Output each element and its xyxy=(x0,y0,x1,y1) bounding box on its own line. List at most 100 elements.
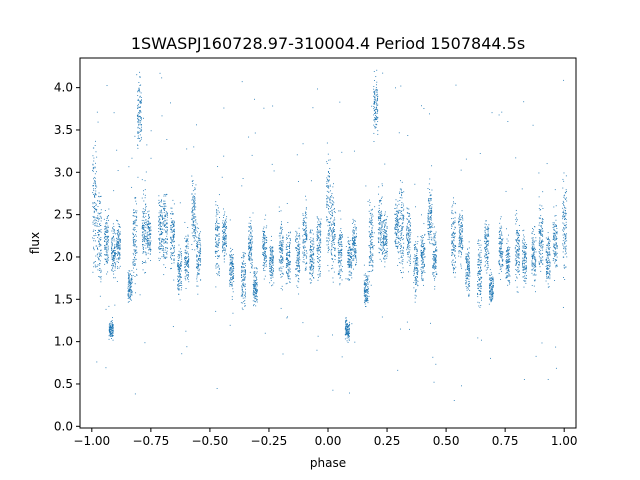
data-point xyxy=(192,223,194,225)
data-point xyxy=(143,233,145,235)
data-point xyxy=(281,258,283,260)
data-point xyxy=(164,214,166,216)
data-point xyxy=(165,230,167,232)
data-point xyxy=(352,248,353,250)
data-point xyxy=(105,234,106,236)
data-point xyxy=(165,216,167,217)
data-point xyxy=(306,226,307,228)
data-point xyxy=(369,258,371,260)
data-point xyxy=(350,252,352,254)
data-point xyxy=(223,255,225,257)
data-point xyxy=(368,262,370,264)
data-point xyxy=(263,259,265,260)
data-point xyxy=(250,247,252,248)
data-point xyxy=(316,248,318,250)
data-point xyxy=(221,176,223,178)
data-point xyxy=(143,261,145,263)
data-point xyxy=(347,254,349,256)
data-point xyxy=(242,260,244,262)
data-point xyxy=(280,263,282,265)
data-point xyxy=(172,213,173,215)
data-point xyxy=(177,265,179,267)
data-point xyxy=(316,237,318,239)
data-point xyxy=(378,247,380,249)
data-point xyxy=(331,229,333,231)
data-point xyxy=(386,227,388,229)
data-point xyxy=(111,330,112,332)
data-point xyxy=(173,247,175,248)
data-point xyxy=(370,241,372,243)
data-point xyxy=(302,261,304,263)
data-point xyxy=(352,241,354,243)
data-point xyxy=(374,94,376,96)
data-point xyxy=(94,209,96,211)
data-point xyxy=(244,285,246,287)
data-point xyxy=(134,239,136,240)
data-point xyxy=(161,256,163,258)
data-point xyxy=(251,262,253,263)
data-point xyxy=(215,256,217,257)
data-point xyxy=(262,247,264,249)
data-point xyxy=(377,110,378,112)
data-point xyxy=(395,216,397,218)
data-point xyxy=(304,254,306,256)
data-point xyxy=(341,245,343,247)
data-point xyxy=(249,246,251,248)
data-point xyxy=(191,249,193,251)
data-point xyxy=(313,265,315,267)
data-point xyxy=(93,266,95,268)
data-point xyxy=(193,237,195,239)
data-point xyxy=(225,227,227,229)
data-point xyxy=(132,215,134,217)
data-point xyxy=(195,184,197,186)
data-point xyxy=(367,292,369,294)
data-point xyxy=(158,216,160,217)
data-point xyxy=(340,235,342,236)
data-point xyxy=(270,271,272,273)
data-point xyxy=(364,273,366,275)
data-point xyxy=(316,255,318,257)
data-point xyxy=(244,267,246,268)
data-point xyxy=(170,225,172,227)
data-point xyxy=(188,259,189,261)
data-point xyxy=(148,243,150,245)
data-point xyxy=(312,268,314,270)
data-point xyxy=(115,252,116,254)
data-point xyxy=(329,167,331,169)
data-point xyxy=(312,275,313,276)
data-point xyxy=(253,283,255,285)
data-point xyxy=(109,332,111,334)
data-point xyxy=(345,319,347,321)
data-point xyxy=(94,193,96,195)
data-point xyxy=(253,304,255,305)
data-point xyxy=(159,239,161,241)
data-point xyxy=(95,182,96,184)
data-point xyxy=(304,215,306,217)
data-point xyxy=(287,268,289,270)
data-point xyxy=(332,238,334,240)
data-point xyxy=(118,244,120,246)
data-point xyxy=(117,244,119,246)
data-point xyxy=(252,286,254,288)
data-point xyxy=(378,200,380,202)
data-point xyxy=(223,155,225,157)
data-point xyxy=(106,249,107,251)
data-point xyxy=(241,270,243,272)
data-point xyxy=(111,252,113,254)
data-point xyxy=(384,211,386,213)
data-point xyxy=(394,240,396,242)
data-point xyxy=(159,234,161,236)
data-point xyxy=(302,228,304,230)
data-point xyxy=(97,206,99,208)
data-point xyxy=(230,270,232,272)
data-point xyxy=(197,264,199,266)
data-point xyxy=(137,99,139,101)
data-point xyxy=(215,251,217,252)
data-point xyxy=(138,112,140,114)
data-point xyxy=(368,221,370,223)
data-point xyxy=(191,211,193,212)
data-point xyxy=(351,258,353,259)
data-point xyxy=(353,253,355,255)
data-point xyxy=(319,249,321,251)
data-point xyxy=(199,268,201,270)
